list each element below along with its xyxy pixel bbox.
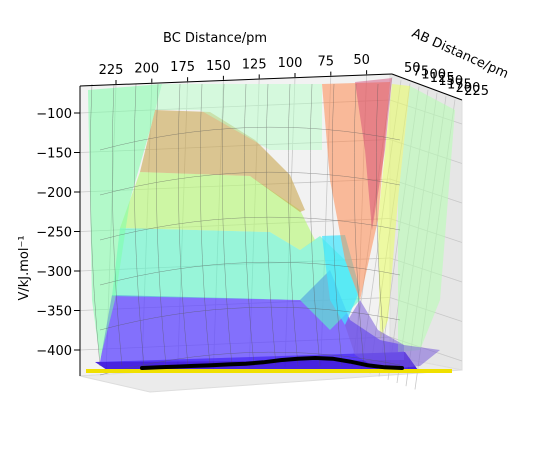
surface-band-orange xyxy=(140,110,305,212)
wire-line xyxy=(99,306,401,331)
y-tick-label: 75 xyxy=(413,64,430,79)
wire-line xyxy=(111,83,123,367)
x-tick-label: 100 xyxy=(278,56,303,71)
wire-line xyxy=(99,171,401,196)
wire-line xyxy=(99,216,401,241)
wire-line xyxy=(221,83,233,367)
z-tick-label: −200 xyxy=(36,186,72,201)
surface-wireframe xyxy=(89,83,401,376)
x-tick-label: 75 xyxy=(318,55,335,70)
z-tick-label: −150 xyxy=(36,147,72,162)
wire-line xyxy=(331,83,343,367)
x-tick-label: 200 xyxy=(134,62,159,77)
y-tick-label: 100 xyxy=(421,68,446,83)
y-tick-label: 50 xyxy=(404,61,421,76)
wire-line xyxy=(89,83,101,367)
wire-line xyxy=(133,83,145,367)
wire-line xyxy=(155,83,167,367)
x-tick-label: 175 xyxy=(170,60,195,75)
surface-slice-orange xyxy=(322,82,390,300)
wire-line xyxy=(99,126,401,151)
z-axis: −100 −150 −200 −250 −300 −350 −400 xyxy=(36,86,81,376)
surface-band-cyan xyxy=(112,228,360,330)
surface-slice-red xyxy=(355,78,392,230)
y-axis-line xyxy=(391,73,463,101)
surface-wall-green-back xyxy=(155,84,322,150)
wire-line xyxy=(375,83,387,367)
surface-lobe-purple xyxy=(345,300,440,370)
z-tick-label: −250 xyxy=(36,226,72,241)
z-tick-label: −400 xyxy=(36,344,72,359)
z-tick-label: −300 xyxy=(36,265,72,280)
surface-sheet-yellow xyxy=(378,84,410,340)
wire-line xyxy=(99,261,401,286)
x-tick-label: 150 xyxy=(206,59,231,74)
y-tick-label: 125 xyxy=(430,71,455,86)
y-tick-label: 200 xyxy=(456,81,481,96)
x-tick-label: 225 xyxy=(99,63,124,78)
x-tick-label: 125 xyxy=(242,57,267,72)
y-tick-label: 150 xyxy=(438,74,463,89)
z-axis-label: V/kJ.mol⁻¹ xyxy=(17,235,32,300)
surface-sheet-green xyxy=(398,86,455,352)
wire-line xyxy=(243,83,255,367)
x-tick-label: 50 xyxy=(353,53,370,68)
wire-line xyxy=(265,83,277,367)
wire-line xyxy=(199,83,211,367)
surface xyxy=(88,78,455,376)
surface-wall-green xyxy=(88,84,162,360)
trajectory-line xyxy=(140,355,404,370)
wire-line xyxy=(287,83,299,367)
x-axis: 225 200 175 150 125 100 75 50 xyxy=(79,53,393,87)
z-tick-label: −100 xyxy=(36,107,72,122)
wire-line xyxy=(309,83,321,367)
z-tick-label: −350 xyxy=(36,305,72,320)
wire-line xyxy=(177,83,189,367)
x-axis-line xyxy=(79,73,393,87)
wire-line xyxy=(99,351,401,376)
x-axis-label: BC Distance/pm xyxy=(163,31,267,46)
y-tick-label: 225 xyxy=(464,84,489,99)
y-tick-label: 175 xyxy=(447,78,472,93)
